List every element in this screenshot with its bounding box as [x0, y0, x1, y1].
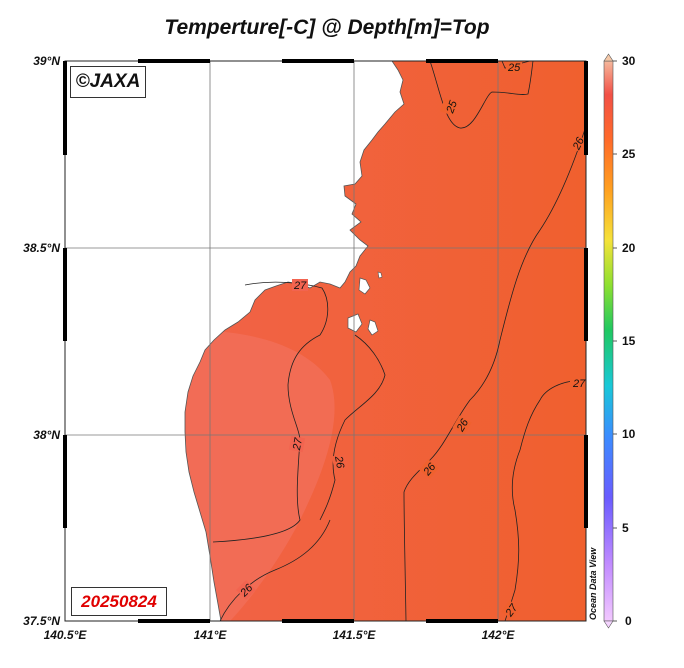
land-area: [64, 60, 405, 622]
contour-label: 27: [572, 378, 586, 390]
colorbar-ticks: [613, 60, 617, 622]
lat-label: 38.5°N: [23, 241, 60, 255]
island: [367, 319, 379, 336]
copyright-box: ©JAXA: [70, 66, 146, 98]
frame-ticks: [63, 59, 588, 623]
lat-label: 39°N: [33, 54, 60, 68]
colorbar-label: 25: [622, 147, 636, 161]
contour-label: 26: [570, 135, 587, 153]
date-box: 20250824: [71, 587, 167, 616]
contour-label: 25: [444, 98, 460, 115]
lat-label: 37.5°N: [23, 614, 60, 628]
colorbar-top-cap: [603, 53, 614, 62]
lon-label: 141.5°E: [332, 628, 376, 642]
colorbar-label: 20: [622, 241, 636, 255]
island: [377, 271, 383, 279]
lat-label: 38°N: [33, 428, 60, 442]
map-title: Temperture[-C] @ Depth[m]=Top: [164, 16, 490, 39]
contour-label: 25: [507, 62, 521, 74]
colorbar-label: 30: [622, 54, 636, 68]
island: [347, 313, 363, 333]
colorbar-label: 10: [622, 427, 636, 441]
lon-label: 142°E: [481, 628, 515, 642]
warm-coastal-patch: [183, 330, 335, 621]
ocean-data-view-watermark: Ocean Data View: [588, 547, 598, 620]
contour-label: 27: [293, 280, 307, 292]
colorbar-label: 15: [622, 334, 636, 348]
contour-label: 27: [291, 436, 305, 452]
contour-label: 26: [332, 454, 346, 470]
colorbar: [603, 60, 614, 622]
lon-label: 141°E: [193, 628, 227, 642]
grid-lines: [65, 61, 586, 621]
lon-label: 140.5°E: [43, 628, 87, 642]
island: [358, 277, 371, 295]
colorbar-bottom-cap: [603, 620, 614, 629]
colorbar-label: 5: [622, 521, 629, 535]
colorbar-label: 0: [625, 614, 632, 628]
